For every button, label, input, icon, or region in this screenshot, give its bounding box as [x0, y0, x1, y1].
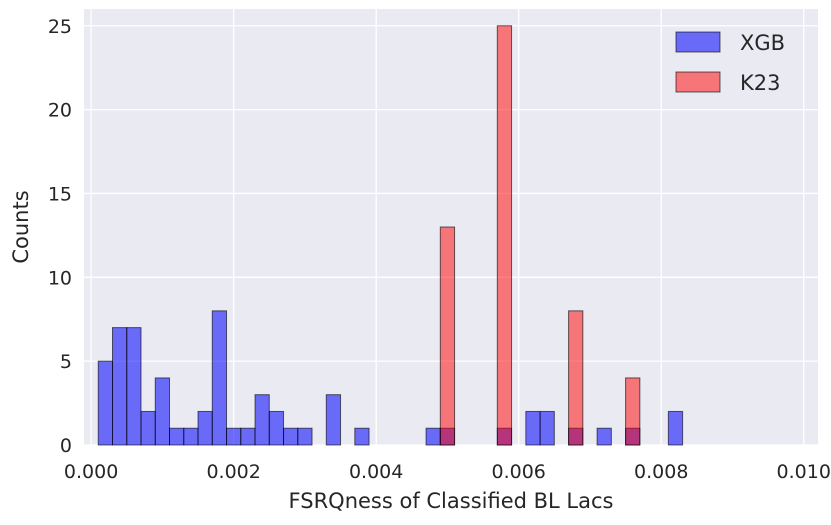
y-tick-label: 5: [60, 351, 72, 373]
xgb-bar: [126, 327, 142, 446]
xgb-bar: [283, 427, 299, 446]
legend: XGB K23: [675, 31, 785, 95]
y-axis-label: Counts: [9, 190, 33, 263]
xgb-bar: [254, 394, 270, 446]
x-tick-label: 0.002: [206, 461, 260, 483]
k23-bar: [625, 377, 641, 446]
x-tick-label: 0.000: [64, 461, 118, 483]
xgb-bar: [226, 427, 242, 446]
y-tick-label: 10: [48, 267, 72, 289]
xgb-bar: [197, 410, 213, 446]
y-tick-label: 20: [48, 100, 72, 122]
xgb-bar: [596, 427, 612, 446]
xgb-bar: [183, 427, 199, 446]
xgb-bar: [525, 410, 541, 446]
xgb-bar: [325, 394, 342, 446]
y-tick-label: 25: [48, 16, 72, 38]
xgb-bar: [112, 327, 128, 446]
xgb-bar: [140, 410, 156, 446]
x-axis-label: FSRQness of Classified BL Lacs: [289, 489, 614, 513]
legend-swatch-xgb: [675, 31, 721, 53]
xgb-bar: [297, 427, 313, 446]
bars: [97, 25, 684, 446]
x-tick-label: 0.010: [777, 461, 831, 483]
y-tick-label: 15: [48, 183, 72, 205]
xgb-bar: [425, 427, 441, 446]
k23-bar: [496, 25, 513, 446]
xgb-bar: [154, 377, 171, 446]
grid-lines: [84, 9, 818, 446]
legend-swatch-k23: [675, 71, 721, 93]
x-tick-label: 0.006: [491, 461, 545, 483]
x-tick-label: 0.008: [634, 461, 688, 483]
xgb-bar: [539, 410, 555, 446]
xgb-bar: [211, 310, 228, 446]
y-tick-label: 0: [60, 435, 72, 457]
xgb-bar: [354, 427, 370, 446]
k23-bar: [439, 226, 456, 446]
tick-labels: 0.000 0.002 0.004 0.006 0.008 0.010 0 5 10 15 20 25: [48, 16, 831, 483]
k23-bar: [568, 310, 584, 446]
xgb-bar: [97, 360, 114, 446]
legend-label-xgb: XGB: [740, 31, 785, 55]
x-tick-label: 0.004: [349, 461, 403, 483]
xgb-bar: [667, 410, 684, 446]
xgb-bar: [268, 410, 285, 446]
xgb-bar: [169, 427, 185, 446]
legend-label-k23: K23: [740, 71, 781, 95]
xgb-bar: [240, 427, 256, 446]
